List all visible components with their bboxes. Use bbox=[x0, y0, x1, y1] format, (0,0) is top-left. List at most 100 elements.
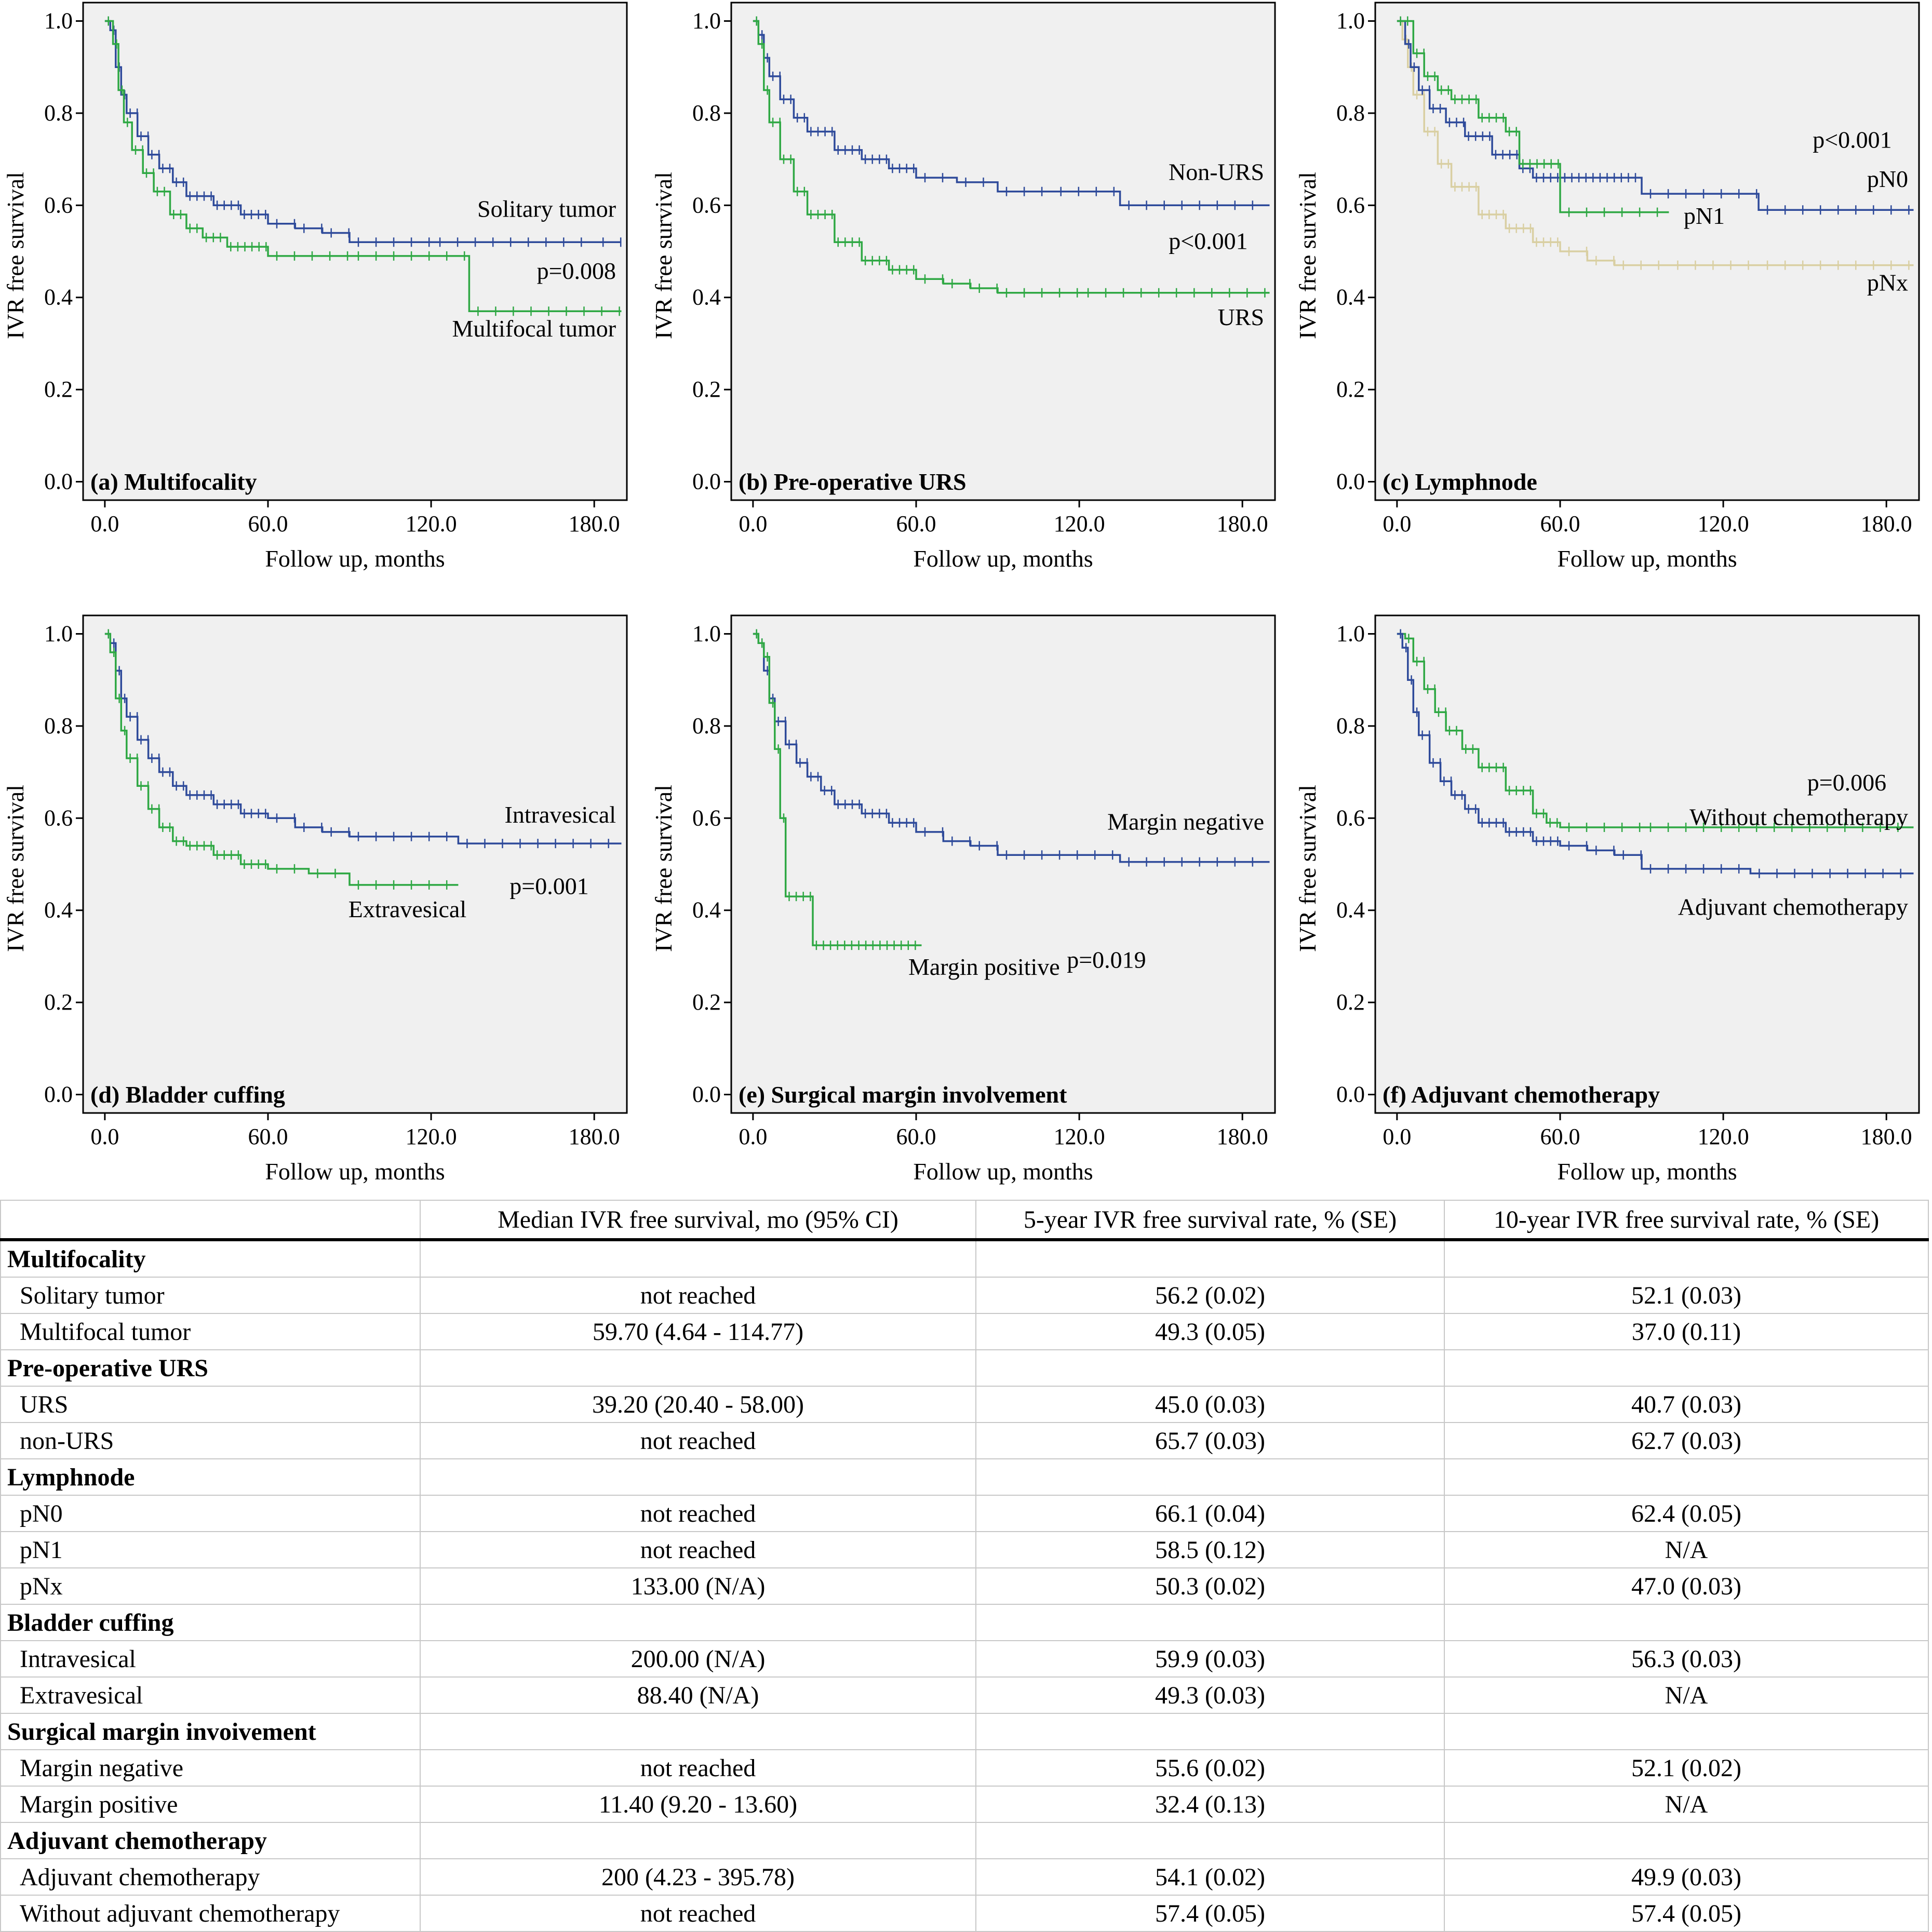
x-tick-label: 60.0 bbox=[248, 1124, 288, 1149]
x-tick-label: 60.0 bbox=[896, 1124, 936, 1149]
survival-curve bbox=[1397, 633, 1914, 875]
y-tick-label: 0.0 bbox=[1336, 469, 1365, 494]
y-axis-label: IVR free survival bbox=[650, 785, 677, 952]
y-tick-label: 0.8 bbox=[44, 100, 73, 126]
curve-annotation: p<0.001 bbox=[1813, 126, 1891, 153]
curve-annotation: Adjuvant chemotherapy bbox=[1678, 894, 1908, 920]
curve-annotation: p=0.008 bbox=[537, 258, 616, 284]
survival-curve bbox=[1397, 20, 1914, 211]
table-header-cell: 5-year IVR free survival rate, % (SE) bbox=[975, 1200, 1445, 1241]
table-cell: 37.0 (0.11) bbox=[1444, 1313, 1929, 1350]
table-cell: not reached bbox=[420, 1749, 976, 1787]
panel-title: (f) Adjuvant chemotherapy bbox=[1383, 1081, 1660, 1108]
table-cell: 200.00 (N/A) bbox=[420, 1640, 976, 1678]
table-cell: 62.7 (0.03) bbox=[1444, 1422, 1929, 1459]
y-tick-label: 0.2 bbox=[44, 377, 73, 402]
table-cell bbox=[420, 1239, 976, 1278]
curve-annotation: Multifocal tumor bbox=[452, 315, 616, 342]
table-cell: not reached bbox=[420, 1422, 976, 1459]
censor-marks bbox=[1400, 16, 1658, 217]
table-cell bbox=[420, 1458, 976, 1496]
y-tick-label: 0.8 bbox=[1336, 713, 1365, 739]
x-tick-label: 0.0 bbox=[739, 1124, 767, 1149]
censor-marks bbox=[108, 16, 620, 316]
table-cell: 49.3 (0.03) bbox=[975, 1676, 1445, 1714]
km-series bbox=[1397, 16, 1669, 217]
table-group-row: Adjuvant chemotherapy bbox=[0, 1822, 1929, 1859]
y-tick-label: 0.2 bbox=[692, 377, 721, 402]
row-label: Extravesical bbox=[0, 1676, 421, 1714]
table-cell: not reached bbox=[420, 1531, 976, 1568]
y-tick-label: 0.6 bbox=[1336, 805, 1365, 830]
y-tick-label: 1.0 bbox=[692, 621, 721, 646]
table-row: non-URS not reached 65.7 (0.03) 62.7 (0.03) bbox=[0, 1422, 1929, 1459]
survival-curve bbox=[104, 20, 622, 244]
y-tick-label: 0.2 bbox=[44, 989, 73, 1015]
table-cell bbox=[975, 1604, 1445, 1641]
plot-area bbox=[82, 614, 628, 1114]
table-cell bbox=[975, 1713, 1445, 1750]
survival-curve bbox=[1397, 20, 1669, 213]
x-tick-label: 120.0 bbox=[1698, 511, 1749, 536]
table-cell bbox=[420, 1822, 976, 1859]
panel-title: (d) Bladder cuffing bbox=[90, 1081, 285, 1108]
table-cell: 58.5 (0.12) bbox=[975, 1531, 1445, 1568]
survival-curve bbox=[104, 633, 459, 886]
table-cell: 57.4 (0.05) bbox=[1444, 1895, 1929, 1932]
x-tick-label: 120.0 bbox=[1054, 511, 1105, 536]
table-cell bbox=[420, 1604, 976, 1641]
x-axis-label: Follow up, months bbox=[1557, 545, 1737, 572]
x-tick-label: 0.0 bbox=[1383, 1124, 1411, 1149]
panel-title: (e) Surgical margin involvement bbox=[739, 1081, 1067, 1108]
table-group-row: Lymphnode bbox=[0, 1458, 1929, 1496]
table-row: pN1 not reached 58.5 (0.12) N/A bbox=[0, 1531, 1929, 1568]
table-cell bbox=[1444, 1604, 1929, 1641]
table-header-cell: Median IVR free survival, mo (95% CI) bbox=[420, 1200, 976, 1241]
row-label: Without adjuvant chemotherapy bbox=[0, 1895, 421, 1932]
table-row: Margin positive 11.40 (9.20 - 13.60) 32.4 … bbox=[0, 1786, 1929, 1823]
y-tick-label: 0.4 bbox=[1336, 897, 1365, 923]
y-tick-label: 0.4 bbox=[44, 285, 73, 310]
x-tick-label: 120.0 bbox=[406, 511, 457, 536]
km-series bbox=[104, 629, 459, 890]
table-group-row: Surgical margin invoivement bbox=[0, 1713, 1929, 1750]
row-label: Bladder cuffing bbox=[0, 1604, 421, 1641]
table-cell: 54.1 (0.02) bbox=[975, 1858, 1445, 1896]
table-cell: 133.00 (N/A) bbox=[420, 1567, 976, 1605]
table-row: URS 39.20 (20.40 - 58.00) 45.0 (0.03) 40.7 … bbox=[0, 1386, 1929, 1423]
y-tick-label: 0.2 bbox=[1336, 989, 1365, 1015]
x-tick-label: 120.0 bbox=[1054, 1124, 1105, 1149]
plot-area bbox=[730, 2, 1276, 501]
curve-annotation: p=0.019 bbox=[1067, 947, 1146, 973]
table-cell bbox=[975, 1822, 1445, 1859]
km-figure: 0.0 0.2 0.4 0.6 0.8 1.0 0.0 60.0 120.0 180.0 Follo… bbox=[2, 2, 1920, 1185]
survival-table: Median IVR free survival, mo (95% CI) 5-… bbox=[0, 1200, 1929, 1932]
y-axis-label: IVR free survival bbox=[650, 172, 677, 339]
row-label: Pre-operative URS bbox=[0, 1349, 421, 1387]
curve-annotation: p=0.006 bbox=[1807, 769, 1886, 796]
x-tick-label: 60.0 bbox=[1540, 1124, 1580, 1149]
plot-area bbox=[1374, 2, 1920, 501]
y-tick-label: 0.0 bbox=[44, 1082, 73, 1107]
y-tick-label: 0.6 bbox=[692, 192, 721, 218]
table-cell bbox=[975, 1239, 1445, 1278]
x-tick-label: 180.0 bbox=[1861, 511, 1912, 536]
table-cell: 88.40 (N/A) bbox=[420, 1676, 976, 1714]
row-label: Margin negative bbox=[0, 1749, 421, 1787]
y-tick-label: 0.8 bbox=[692, 713, 721, 739]
curve-annotation: Intravesical bbox=[505, 801, 616, 828]
table-group-row: Bladder cuffing bbox=[0, 1604, 1929, 1641]
km-panel-e: 0.0 0.2 0.4 0.6 0.8 1.0 0.0 60.0 120.0 180.0 Follo… bbox=[650, 614, 1276, 1185]
survival-curve bbox=[1397, 633, 1914, 828]
table-cell bbox=[975, 1458, 1445, 1496]
plot-area bbox=[1374, 614, 1920, 1114]
table-cell: 39.20 (20.40 - 58.00) bbox=[420, 1386, 976, 1423]
table-row: Solitary tumor not reached 56.2 (0.02) 52.1… bbox=[0, 1277, 1929, 1314]
table-cell bbox=[1444, 1822, 1929, 1859]
y-tick-label: 0.0 bbox=[44, 469, 73, 494]
table-cell: 59.70 (4.64 - 114.77) bbox=[420, 1313, 976, 1350]
y-tick-label: 1.0 bbox=[1336, 621, 1365, 646]
y-tick-label: 0.6 bbox=[44, 192, 73, 218]
plot-area bbox=[730, 614, 1276, 1114]
x-tick-label: 180.0 bbox=[1217, 511, 1268, 536]
